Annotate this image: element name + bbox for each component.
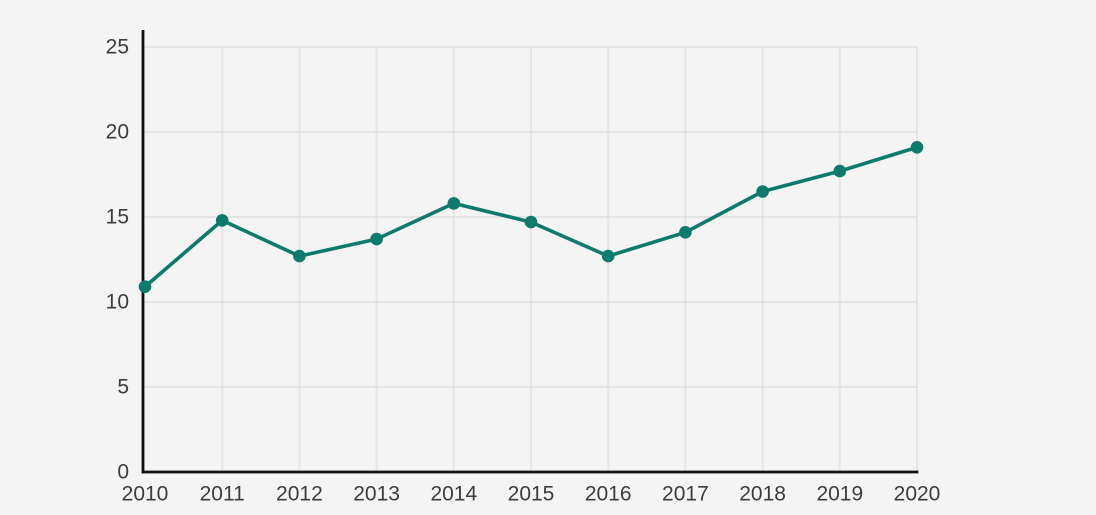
data-point xyxy=(447,197,461,210)
data-point xyxy=(524,215,538,229)
x-tick-label: 2014 xyxy=(430,483,477,506)
y-tick-label: 5 xyxy=(117,376,129,399)
data-point xyxy=(910,141,924,154)
y-tick-label: 0 xyxy=(117,461,129,484)
x-tick-label: 2019 xyxy=(816,483,863,506)
x-tick-label: 2012 xyxy=(276,483,323,506)
x-tick-label: 2015 xyxy=(508,483,555,506)
data-point xyxy=(756,185,769,198)
data-point xyxy=(601,249,615,263)
x-tick-label: 2017 xyxy=(662,483,709,506)
y-tick-label: 25 xyxy=(106,36,129,59)
x-tick-label: 2018 xyxy=(739,483,786,506)
x-tick-label: 2011 xyxy=(200,483,245,506)
data-point xyxy=(215,214,229,227)
y-tick-label: 15 xyxy=(106,206,129,229)
x-tick-label: 2010 xyxy=(122,483,169,506)
data-point xyxy=(370,232,383,246)
x-tick-label: 2016 xyxy=(585,483,632,506)
y-tick-label: 10 xyxy=(106,291,129,314)
data-point xyxy=(138,280,152,294)
x-tick-label: 2013 xyxy=(353,483,400,506)
x-tick-label: 2020 xyxy=(894,483,941,506)
data-point xyxy=(833,164,847,178)
y-tick-label: 20 xyxy=(106,121,129,144)
data-point xyxy=(679,226,692,239)
data-point xyxy=(293,249,306,263)
